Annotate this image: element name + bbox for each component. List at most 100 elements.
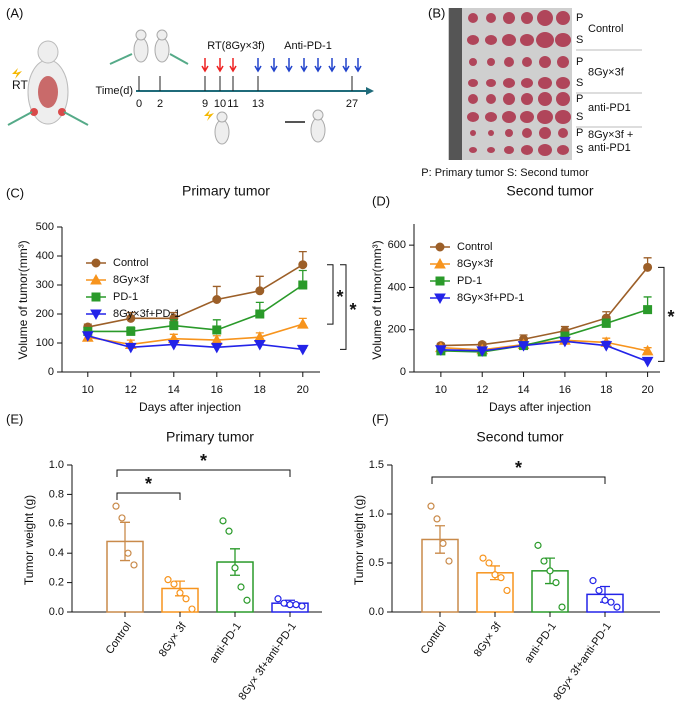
- tumor: [521, 78, 533, 88]
- tumor: [467, 112, 479, 122]
- syringe: [169, 53, 189, 65]
- marker: [643, 262, 653, 272]
- tumor: [522, 128, 532, 138]
- marker: [126, 326, 136, 336]
- tumor: [503, 93, 515, 105]
- marker: [298, 280, 308, 290]
- significance-bracket: [431, 476, 606, 484]
- tumor: [470, 130, 476, 136]
- tumor: [521, 145, 533, 155]
- day-label: 13: [252, 98, 264, 110]
- tumor: [520, 111, 534, 123]
- tumor: [539, 56, 551, 68]
- data-point: [613, 603, 621, 611]
- panel-label: (B): [428, 5, 445, 20]
- tumor: [538, 92, 552, 106]
- marker: [255, 286, 265, 296]
- legend-marker: [91, 292, 101, 302]
- data-point: [188, 605, 196, 613]
- row-mark: P: [576, 93, 583, 105]
- data-point: [280, 599, 288, 607]
- drug-arrow: [354, 58, 362, 73]
- data-point: [112, 502, 120, 510]
- data-point: [231, 564, 239, 572]
- tumor: [486, 79, 496, 87]
- x-tick-label: 14: [168, 384, 180, 396]
- x-tick-label: 8Gy× 3f: [472, 620, 505, 659]
- y-tick-label: 1.0: [49, 459, 64, 471]
- data-point: [439, 539, 447, 548]
- day-label: 10: [214, 98, 226, 110]
- drug-arrow: [285, 58, 293, 73]
- mouse: [214, 119, 230, 145]
- series-line: [87, 323, 304, 346]
- y-axis-label: Volume of tumor(mm³): [370, 240, 384, 359]
- marker: [641, 356, 654, 368]
- marker: [210, 342, 223, 354]
- data-point: [225, 527, 233, 535]
- marker: [641, 344, 654, 356]
- x-tick-label: 14: [517, 384, 529, 396]
- x-tick-label: anti-PD-1: [207, 621, 243, 666]
- marker: [167, 339, 180, 351]
- significance-bracket: [327, 264, 334, 325]
- x-tick-label: 16: [559, 384, 571, 396]
- x-tick-label: 10: [435, 384, 447, 396]
- marker: [296, 344, 309, 356]
- y-tick-label: 0.4: [49, 547, 64, 559]
- day-label: 9: [202, 98, 208, 110]
- legend-label: 8Gy×3f: [457, 258, 494, 270]
- marker: [124, 342, 137, 354]
- panel-label: (C): [6, 185, 24, 200]
- y-tick-label: 400: [36, 250, 54, 262]
- tumor: [468, 13, 478, 23]
- mouse-head: [135, 29, 147, 41]
- x-axis-label: Days after injection: [489, 400, 591, 414]
- chart-title: Primary tumor: [166, 429, 254, 445]
- x-tick-label: 12: [476, 384, 488, 396]
- mouse-head: [156, 29, 168, 41]
- panel-label: (E): [6, 411, 23, 426]
- significance-bracket: [116, 492, 181, 500]
- marker: [81, 331, 94, 342]
- data-point: [130, 561, 138, 569]
- mouse: [310, 117, 326, 143]
- lightning: [204, 110, 214, 121]
- y-axis-label: Tumor weight (g): [22, 495, 36, 585]
- series-line: [87, 284, 304, 333]
- y-tick-label: 0: [48, 366, 54, 378]
- data-point: [595, 586, 603, 595]
- x-tick-label: 20: [297, 384, 309, 396]
- marker: [435, 345, 447, 356]
- panel-label: (D): [372, 193, 390, 208]
- y-tick-label: 500: [36, 221, 54, 233]
- data-point: [503, 586, 511, 595]
- significance-label: *: [667, 307, 674, 327]
- series-line: [440, 339, 648, 352]
- significance-label: *: [145, 474, 152, 494]
- tumor: [488, 130, 494, 136]
- tumor: [468, 94, 478, 104]
- data-point: [298, 602, 306, 610]
- data-point: [286, 601, 294, 609]
- x-tick-label: 18: [600, 384, 612, 396]
- data-point: [176, 589, 184, 597]
- data-point: [589, 577, 597, 585]
- tumor: [486, 94, 496, 104]
- row-mark: P: [576, 12, 583, 24]
- data-point: [164, 576, 172, 584]
- chart-title: Second tumor: [506, 183, 593, 199]
- series-line: [440, 340, 648, 363]
- tumor: [555, 110, 571, 124]
- charts: (C) Primary tumor Volume of tumor(mm³) Days…: [6, 183, 675, 701]
- tumor: [505, 129, 513, 137]
- data-point: [558, 603, 566, 611]
- ruler: [449, 8, 462, 160]
- panel-label: (A): [6, 5, 23, 20]
- marker: [296, 318, 309, 329]
- marker: [212, 325, 222, 335]
- row-label: 8Gy×3f: [588, 66, 625, 78]
- marker: [517, 341, 530, 352]
- row-mark: S: [576, 77, 583, 89]
